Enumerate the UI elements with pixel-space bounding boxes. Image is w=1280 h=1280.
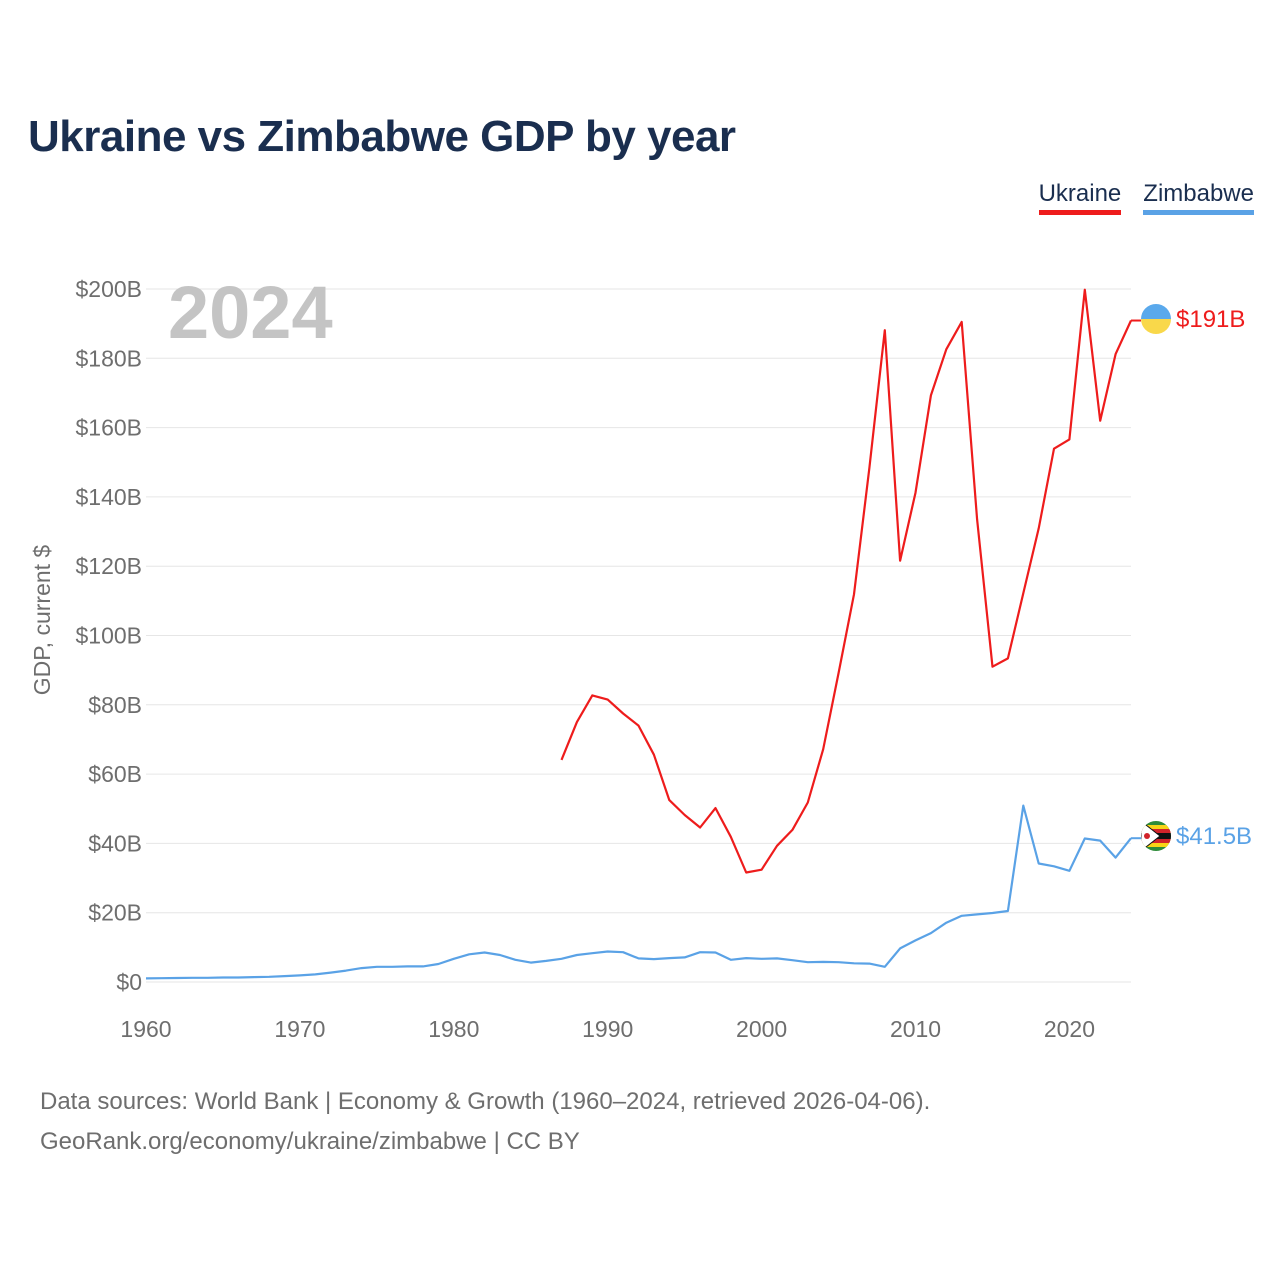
y-tick-label: $40B — [88, 830, 142, 856]
y-tick-label: $160B — [75, 415, 142, 441]
y-axis-label: GDP, current $ — [29, 545, 55, 696]
y-tick-label: $0 — [116, 969, 142, 995]
x-tick-label: 1970 — [274, 1016, 325, 1042]
ukraine-series-line — [560, 288, 1132, 874]
x-tick-label: 2020 — [1044, 1016, 1095, 1042]
legend-item-zimbabwe[interactable]: Zimbabwe — [1143, 180, 1254, 215]
zimbabwe-flag-icon — [1141, 821, 1171, 851]
y-tick-label: $120B — [75, 553, 142, 579]
y-tick-label: $140B — [75, 484, 142, 510]
y-tick-label: $80B — [88, 692, 142, 718]
y-tick-label: $20B — [88, 900, 142, 926]
x-tick-label: 2010 — [890, 1016, 941, 1042]
x-tick-label: 1960 — [120, 1016, 171, 1042]
source-link[interactable]: GeoRank.org/economy/ukraine/zimbabwe | C… — [40, 1128, 580, 1155]
y-tick-label: $60B — [88, 761, 142, 787]
grid-lines — [146, 288, 1131, 983]
year-watermark: 2024 — [168, 271, 333, 354]
x-tick-label: 1980 — [428, 1016, 479, 1042]
zimbabwe-end-label: $41.5B — [1176, 823, 1252, 850]
ukraine-end-label: $191B — [1176, 306, 1245, 333]
y-tick-label: $100B — [75, 623, 142, 649]
x-tick-label: 1990 — [582, 1016, 633, 1042]
y-tick-label: $180B — [75, 345, 142, 371]
x-axis-ticks: 1960 1970 1980 1990 2000 2010 2020 — [120, 1016, 1095, 1042]
footer: Data sources: World Bank | Economy & Gro… — [40, 1082, 930, 1162]
ukraine-flag-icon — [1141, 304, 1171, 334]
chart-title: Ukraine vs Zimbabwe GDP by year — [28, 112, 736, 161]
legend-item-ukraine[interactable]: Ukraine — [1038, 180, 1122, 215]
legend: Ukraine Zimbabwe — [1038, 180, 1254, 215]
gdp-line-chart: $0 $20B $40B $60B $80B $100B $120B $140B $160B $1… — [29, 271, 1252, 1042]
y-tick-label: $200B — [75, 276, 142, 302]
zimbabwe-series-line — [145, 804, 1132, 980]
y-axis-ticks: $0 $20B $40B $60B $80B $100B $120B $140B $160B $1… — [75, 276, 142, 995]
data-source-note: Data sources: World Bank | Economy & Gro… — [40, 1088, 931, 1115]
x-tick-label: 2000 — [736, 1016, 787, 1042]
series-lines — [145, 288, 1141, 980]
